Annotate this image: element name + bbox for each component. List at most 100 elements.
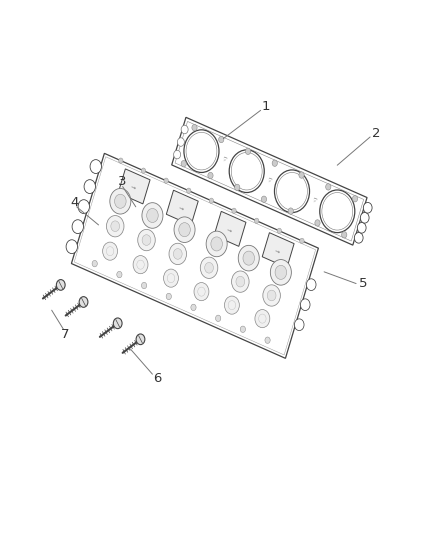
Text: ▽: ▽: [222, 157, 227, 163]
Circle shape: [173, 150, 180, 159]
Circle shape: [136, 334, 145, 345]
Circle shape: [275, 265, 286, 279]
Circle shape: [235, 184, 240, 191]
Circle shape: [288, 208, 293, 214]
Text: ▽: ▽: [267, 177, 272, 183]
Text: ↓: ↓: [179, 205, 185, 211]
Circle shape: [320, 190, 355, 232]
Circle shape: [232, 271, 249, 292]
Circle shape: [174, 217, 195, 243]
Circle shape: [110, 189, 131, 214]
Circle shape: [294, 319, 304, 330]
Circle shape: [211, 237, 223, 251]
Circle shape: [255, 310, 270, 328]
Text: ↓: ↓: [227, 226, 233, 232]
Circle shape: [236, 276, 245, 287]
Circle shape: [307, 279, 316, 290]
Circle shape: [173, 248, 182, 259]
Circle shape: [200, 257, 218, 278]
Text: 6: 6: [153, 372, 162, 385]
Circle shape: [254, 218, 259, 223]
Circle shape: [357, 222, 366, 233]
Circle shape: [142, 203, 163, 228]
Circle shape: [179, 223, 191, 237]
Circle shape: [270, 260, 291, 285]
Circle shape: [261, 196, 267, 203]
Circle shape: [267, 290, 276, 301]
Circle shape: [141, 282, 147, 289]
Circle shape: [141, 168, 146, 173]
Circle shape: [299, 172, 304, 178]
Circle shape: [106, 215, 124, 237]
Polygon shape: [172, 117, 367, 245]
Circle shape: [78, 200, 89, 214]
Circle shape: [364, 203, 372, 213]
Circle shape: [138, 229, 155, 251]
Circle shape: [184, 130, 219, 173]
Circle shape: [147, 208, 158, 222]
Circle shape: [232, 208, 236, 213]
Circle shape: [300, 299, 310, 311]
Circle shape: [192, 124, 197, 131]
Text: 4: 4: [70, 196, 79, 209]
Circle shape: [166, 293, 171, 300]
Circle shape: [111, 221, 120, 231]
Circle shape: [315, 220, 320, 226]
Circle shape: [117, 271, 122, 278]
Circle shape: [342, 232, 347, 238]
Text: 5: 5: [359, 277, 368, 290]
Circle shape: [354, 232, 363, 243]
Polygon shape: [118, 169, 150, 204]
Circle shape: [245, 148, 251, 155]
Circle shape: [169, 243, 187, 264]
Circle shape: [79, 297, 88, 308]
Circle shape: [191, 304, 196, 311]
Circle shape: [272, 160, 277, 166]
Circle shape: [229, 150, 264, 192]
Circle shape: [215, 315, 221, 321]
Circle shape: [142, 235, 151, 245]
Circle shape: [263, 285, 280, 306]
Circle shape: [275, 170, 310, 213]
Circle shape: [113, 318, 122, 329]
Polygon shape: [262, 233, 294, 268]
Circle shape: [194, 282, 209, 301]
Circle shape: [265, 337, 270, 343]
Polygon shape: [166, 190, 198, 225]
Circle shape: [353, 196, 358, 202]
Circle shape: [208, 172, 213, 179]
Polygon shape: [71, 154, 318, 358]
Circle shape: [277, 228, 282, 233]
Circle shape: [219, 136, 224, 143]
Circle shape: [72, 220, 84, 233]
Circle shape: [181, 160, 186, 167]
Circle shape: [90, 159, 102, 173]
Circle shape: [133, 256, 148, 274]
Circle shape: [187, 188, 191, 193]
Circle shape: [325, 184, 331, 190]
Text: ▽: ▽: [312, 197, 318, 203]
Circle shape: [84, 180, 95, 193]
Circle shape: [238, 245, 259, 271]
Circle shape: [243, 251, 254, 265]
Circle shape: [164, 178, 168, 183]
Circle shape: [181, 125, 188, 134]
Circle shape: [119, 158, 123, 163]
Circle shape: [115, 194, 126, 208]
Circle shape: [300, 238, 304, 244]
Circle shape: [206, 231, 227, 257]
Circle shape: [209, 198, 214, 204]
Circle shape: [177, 138, 184, 146]
Circle shape: [360, 213, 369, 223]
Circle shape: [92, 261, 97, 267]
Circle shape: [224, 296, 239, 314]
Text: 2: 2: [372, 127, 381, 140]
Text: ↓: ↓: [131, 183, 137, 189]
Text: ↓: ↓: [275, 247, 281, 253]
Circle shape: [102, 242, 117, 260]
Circle shape: [66, 240, 78, 254]
Text: 3: 3: [118, 175, 127, 188]
Circle shape: [163, 269, 178, 287]
Circle shape: [57, 280, 65, 290]
Circle shape: [205, 262, 213, 273]
